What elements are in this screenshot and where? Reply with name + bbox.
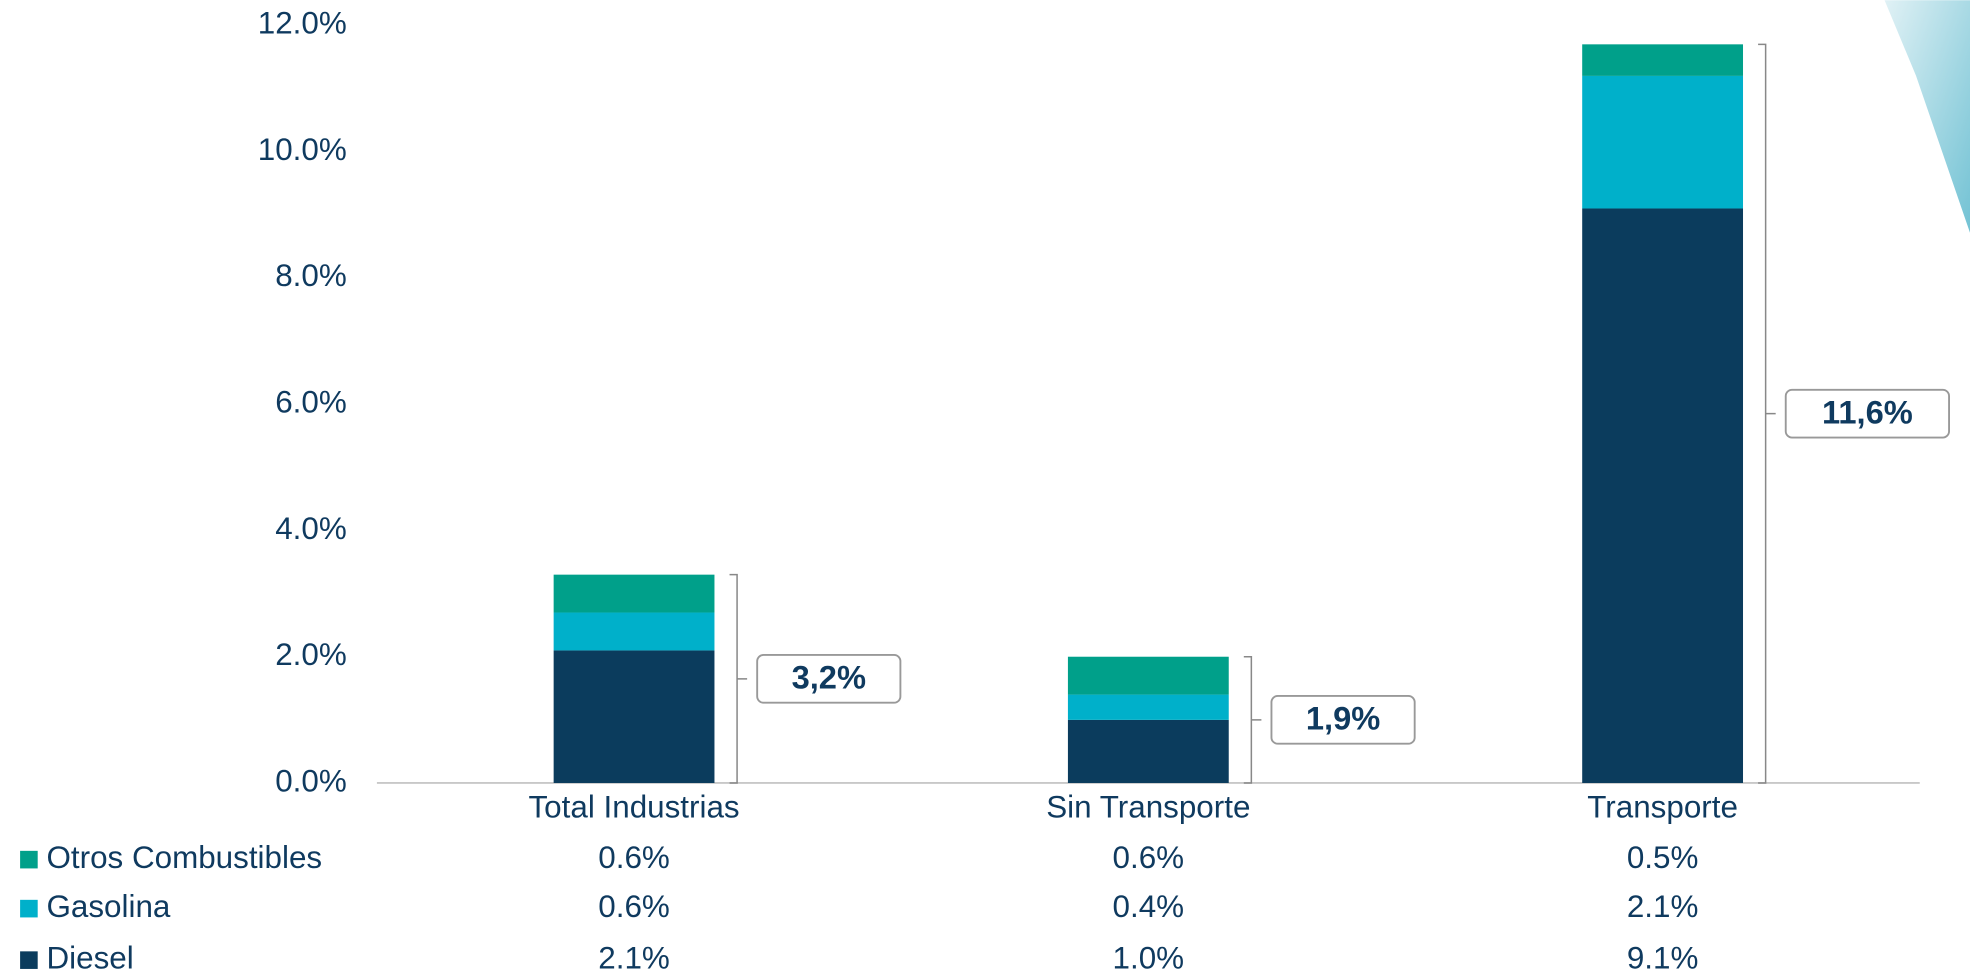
bracket [1244, 657, 1262, 783]
legend-swatch [20, 851, 38, 869]
table-value: 9.1% [1627, 940, 1699, 975]
y-tick-label: 0.0% [275, 763, 347, 798]
y-tick-label: 10.0% [258, 132, 347, 167]
decoration [1885, 0, 1970, 232]
total-label: 3,2% [792, 659, 866, 696]
total-label: 1,9% [1306, 700, 1380, 737]
legend-swatch [20, 900, 38, 918]
table-value: 1.0% [1113, 940, 1185, 975]
legend-swatch [20, 951, 38, 969]
bar-segment [554, 575, 715, 613]
y-tick-label: 12.0% [258, 6, 347, 41]
bar-segment [1068, 657, 1229, 695]
total-label: 11,6% [1822, 394, 1913, 431]
bar-segment [554, 613, 715, 651]
chart: 0.0% 2.0% 4.0% 6.0% 8.0% 10.0% 12.0% Total Indu… [0, 0, 1970, 978]
table-value: 0.6% [1113, 840, 1185, 875]
bar-segment [554, 650, 715, 783]
y-tick-label: 8.0% [275, 258, 347, 293]
y-tick-label: 4.0% [275, 511, 347, 546]
y-tick-label: 6.0% [275, 384, 347, 419]
table-value: 2.1% [1627, 889, 1699, 924]
legend-label: Gasolina [46, 889, 170, 924]
bracket [1758, 44, 1776, 783]
x-tick-label: Sin Transporte [1046, 790, 1250, 825]
page: {"chart_data": {"type": "bar", "stacked"… [0, 0, 1970, 978]
bracket [730, 575, 748, 783]
table-value: 0.6% [598, 840, 670, 875]
table-value: 2.1% [598, 940, 670, 975]
bar-segment [1582, 76, 1743, 209]
bar-segment [1068, 695, 1229, 720]
bar-segment [1582, 44, 1743, 76]
x-tick-label: Total Industrias [528, 790, 739, 825]
legend-label: Diesel [46, 940, 133, 975]
table-value: 0.6% [598, 889, 670, 924]
bar-segment [1068, 720, 1229, 783]
y-tick-label: 2.0% [275, 637, 347, 672]
table-value: 0.4% [1113, 889, 1185, 924]
bar-segment [1582, 208, 1743, 783]
x-tick-label: Transporte [1587, 790, 1738, 825]
legend-label: Otros Combustibles [46, 840, 322, 875]
table-value: 0.5% [1627, 840, 1699, 875]
